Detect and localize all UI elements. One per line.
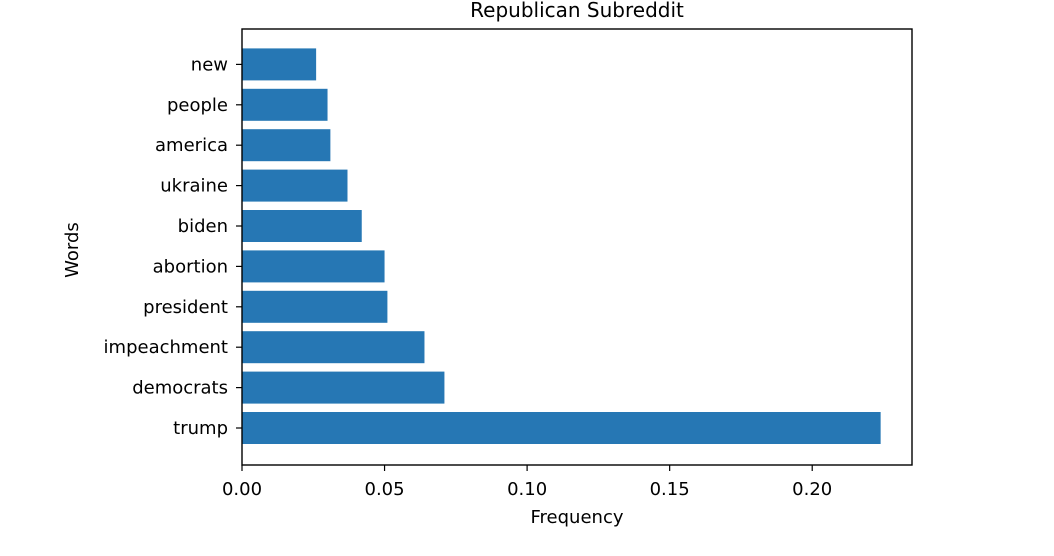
x-tick-label: 0.10 xyxy=(507,479,547,500)
bar-abortion xyxy=(242,250,385,283)
bar-people xyxy=(242,88,328,121)
bar-president xyxy=(242,290,388,323)
y-axis-label: Words xyxy=(62,222,83,278)
x-axis-label: Frequency xyxy=(531,507,624,528)
x-tick-label: 0.20 xyxy=(792,479,832,500)
y-axis-ticks: trump democrats impeachment president aborti… xyxy=(104,54,242,439)
y-tick-label: trump xyxy=(173,418,228,439)
bar-democrats xyxy=(242,371,445,404)
x-tick-label: 0.05 xyxy=(365,479,405,500)
y-tick-label: america xyxy=(155,135,228,156)
y-tick-label: people xyxy=(167,95,228,116)
y-tick-label: president xyxy=(143,297,228,318)
y-tick-label: biden xyxy=(178,216,228,237)
bar-america xyxy=(242,129,331,162)
bar-ukraine xyxy=(242,169,348,202)
y-tick-label: ukraine xyxy=(160,176,228,197)
bar-biden xyxy=(242,210,362,242)
bar-new xyxy=(242,48,317,81)
y-tick-label: abortion xyxy=(153,256,228,277)
y-tick-label: democrats xyxy=(132,378,228,399)
y-tick-label: new xyxy=(191,54,228,75)
x-tick-label: 0.00 xyxy=(222,479,262,500)
bars-group xyxy=(242,48,881,444)
y-tick-label: impeachment xyxy=(104,337,228,358)
chart-title: Republican Subreddit xyxy=(470,0,684,22)
x-tick-label: 0.15 xyxy=(650,479,690,500)
x-axis-ticks: 0.00 0.05 0.10 0.15 0.20 xyxy=(222,465,832,500)
plot-frame xyxy=(241,28,913,466)
bar-impeachment xyxy=(242,331,425,364)
bar-trump xyxy=(242,412,881,444)
